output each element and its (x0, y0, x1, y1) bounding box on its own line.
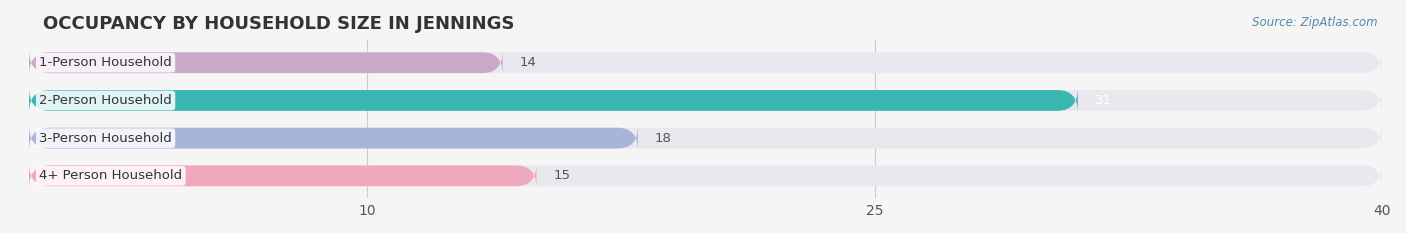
Text: 15: 15 (554, 169, 571, 182)
FancyBboxPatch shape (30, 126, 1382, 150)
Text: Source: ZipAtlas.com: Source: ZipAtlas.com (1253, 16, 1378, 29)
Text: 1-Person Household: 1-Person Household (39, 56, 172, 69)
FancyBboxPatch shape (30, 51, 1382, 75)
FancyBboxPatch shape (30, 164, 537, 188)
Text: 4+ Person Household: 4+ Person Household (39, 169, 183, 182)
Text: 2-Person Household: 2-Person Household (39, 94, 172, 107)
FancyBboxPatch shape (30, 88, 1382, 113)
Text: 31: 31 (1095, 94, 1112, 107)
FancyBboxPatch shape (30, 126, 638, 150)
Text: OCCUPANCY BY HOUSEHOLD SIZE IN JENNINGS: OCCUPANCY BY HOUSEHOLD SIZE IN JENNINGS (42, 15, 515, 33)
Text: 18: 18 (655, 132, 672, 145)
Text: 3-Person Household: 3-Person Household (39, 132, 172, 145)
FancyBboxPatch shape (30, 164, 1382, 188)
FancyBboxPatch shape (30, 51, 503, 75)
FancyBboxPatch shape (30, 88, 1078, 113)
Text: 14: 14 (520, 56, 537, 69)
